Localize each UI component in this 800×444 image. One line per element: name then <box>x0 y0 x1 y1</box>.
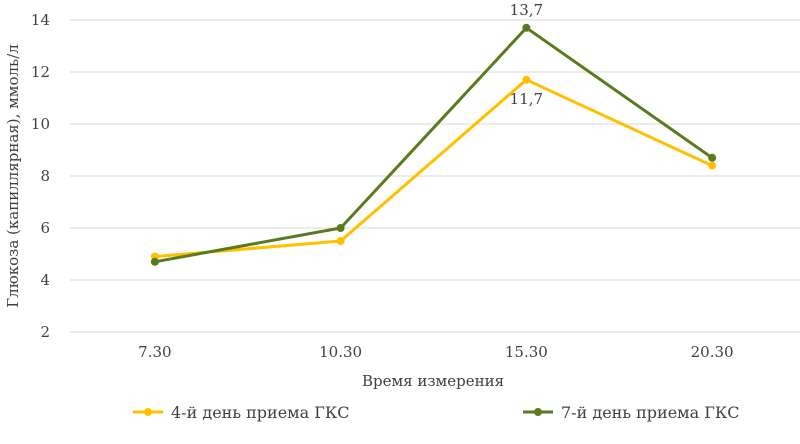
legend-marker <box>144 408 152 416</box>
data-point <box>708 153 717 162</box>
x-axis-ticks: 7.30 10.30 15.30 20.30 <box>138 343 733 361</box>
data-point <box>336 237 345 245</box>
legend-item-2: 7-й день приема ГКС <box>523 403 739 422</box>
data-label: 11,7 <box>510 90 543 108</box>
data-point <box>522 23 531 32</box>
legend-label: 4-й день приема ГКС <box>171 403 349 422</box>
x-tick-label: 20.30 <box>691 343 734 361</box>
data-point <box>708 161 717 170</box>
y-tick-label: 12 <box>31 63 50 81</box>
data-label: 13,7 <box>510 1 543 19</box>
y-tick-label: 6 <box>40 219 50 237</box>
gridlines <box>70 19 800 333</box>
x-tick-label: 10.30 <box>319 343 362 361</box>
data-point <box>336 224 345 232</box>
y-tick-label: 14 <box>31 11 50 29</box>
y-tick-label: 2 <box>40 323 50 341</box>
series-lines <box>150 23 717 266</box>
legend-marker <box>534 408 542 416</box>
x-tick-label: 7.30 <box>138 343 171 361</box>
y-tick-label: 10 <box>31 115 50 133</box>
x-axis-title: Время измерения <box>362 372 504 390</box>
y-axis-title: Глюкоза (капиллярная), ммоль/л <box>4 44 22 308</box>
y-tick-label: 8 <box>40 167 50 185</box>
data-labels: 13,7 11,7 <box>510 1 543 108</box>
legend-label: 7-й день приема ГКС <box>561 403 739 422</box>
legend: 4-й день приема ГКС 7-й день приема ГКС <box>133 403 739 422</box>
data-point <box>150 257 159 266</box>
series-line-2 <box>154 26 713 264</box>
y-tick-label: 4 <box>40 271 50 289</box>
y-axis-ticks: 2 4 6 8 10 12 14 <box>31 11 50 341</box>
data-point <box>522 75 531 84</box>
legend-item-1: 4-й день приема ГКС <box>133 403 349 422</box>
series-line-1 <box>154 78 713 259</box>
x-tick-label: 15.30 <box>505 343 548 361</box>
